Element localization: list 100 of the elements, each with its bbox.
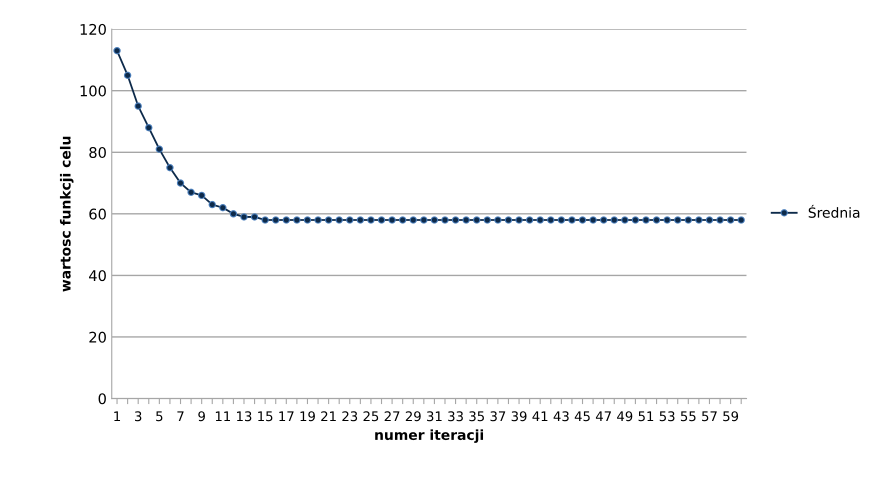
point	[378, 216, 386, 224]
point	[166, 164, 174, 172]
x-tick-label: 13	[237, 411, 252, 422]
legend-label: Średnia	[808, 204, 860, 218]
point	[716, 216, 724, 224]
point	[398, 216, 406, 224]
point	[324, 216, 332, 224]
point	[198, 192, 206, 200]
y-tick-label: 60	[89, 208, 106, 220]
point	[124, 72, 132, 80]
x-tick-label: 23	[342, 411, 358, 422]
point	[240, 213, 248, 221]
x-tick-label: 1	[114, 411, 120, 422]
point	[208, 200, 216, 208]
point	[547, 216, 554, 224]
x-tick-label: 19	[300, 411, 315, 422]
point	[452, 216, 460, 224]
x-tick-label: 17	[279, 411, 294, 422]
x-tick-label: 49	[617, 411, 632, 422]
y-tick-label: 0	[98, 393, 106, 404]
y-tick-label: 120	[80, 24, 106, 35]
y-tick-label: 100	[80, 85, 106, 96]
point	[462, 216, 470, 224]
point	[473, 216, 480, 224]
x-tick-label: 21	[321, 411, 336, 422]
y-axis-title: wartosc funkcji celu	[60, 136, 74, 292]
point	[356, 216, 364, 224]
x-tick-label: 11	[216, 411, 230, 422]
point	[526, 216, 534, 224]
point	[504, 216, 512, 224]
point	[250, 213, 258, 221]
point	[113, 47, 121, 54]
point	[484, 216, 491, 224]
point	[494, 216, 502, 224]
x-tick-label: 5	[156, 411, 162, 422]
point	[145, 124, 152, 132]
point	[388, 216, 396, 224]
point	[430, 216, 438, 224]
point	[663, 216, 671, 224]
point	[336, 216, 343, 224]
x-tick-label: 57	[702, 411, 717, 422]
point	[261, 216, 269, 224]
point	[568, 216, 576, 224]
x-tick-label: 29	[406, 411, 421, 422]
x-tick-label: 41	[532, 411, 548, 422]
point	[600, 216, 608, 224]
point	[314, 216, 322, 224]
x-tick-label: 37	[490, 411, 506, 422]
point	[726, 216, 734, 224]
x-tick-label: 3	[135, 411, 142, 422]
x-tick-label: 43	[554, 411, 569, 422]
point	[684, 216, 692, 224]
point	[652, 216, 660, 224]
x-tick-label: 55	[680, 411, 696, 422]
x-tick-label: 31	[427, 411, 442, 422]
x-tick-label: 33	[448, 411, 463, 422]
point	[589, 216, 597, 224]
point	[674, 216, 682, 224]
x-tick-label: 51	[638, 411, 654, 422]
point	[156, 146, 164, 153]
point	[134, 102, 142, 110]
point	[536, 216, 544, 224]
point	[293, 216, 301, 224]
point	[410, 216, 417, 224]
x-tick-label: 15	[258, 411, 272, 422]
point	[695, 216, 703, 224]
point	[441, 216, 449, 224]
point	[558, 216, 566, 224]
x-tick-label: 7	[177, 411, 184, 422]
point	[610, 216, 618, 224]
point	[219, 204, 227, 212]
point	[632, 216, 640, 224]
x-tick-label: 45	[574, 411, 590, 422]
point	[187, 188, 195, 196]
x-tick-label: 25	[364, 411, 378, 422]
point	[346, 216, 354, 224]
x-tick-label: 9	[198, 411, 205, 422]
point	[272, 216, 280, 224]
point	[230, 210, 238, 218]
point	[367, 216, 375, 224]
x-tick-label: 59	[723, 411, 738, 422]
point	[515, 216, 523, 224]
x-tick-label: 53	[660, 411, 674, 422]
point	[176, 179, 184, 187]
x-tick-label: 39	[512, 411, 527, 422]
point	[282, 216, 290, 224]
point	[706, 216, 714, 224]
x-axis-title: numer iteracji	[375, 429, 484, 443]
y-tick-label: 20	[89, 332, 106, 343]
x-tick-label: 47	[596, 411, 611, 422]
y-tick-label: 80	[89, 146, 106, 158]
point	[738, 216, 745, 224]
point	[420, 216, 428, 224]
x-tick-label: 35	[469, 411, 484, 422]
point	[578, 216, 586, 224]
point	[304, 216, 312, 224]
point	[621, 216, 629, 224]
x-tick-label: 27	[384, 411, 400, 422]
y-tick-label: 40	[89, 270, 106, 282]
point	[642, 216, 650, 224]
